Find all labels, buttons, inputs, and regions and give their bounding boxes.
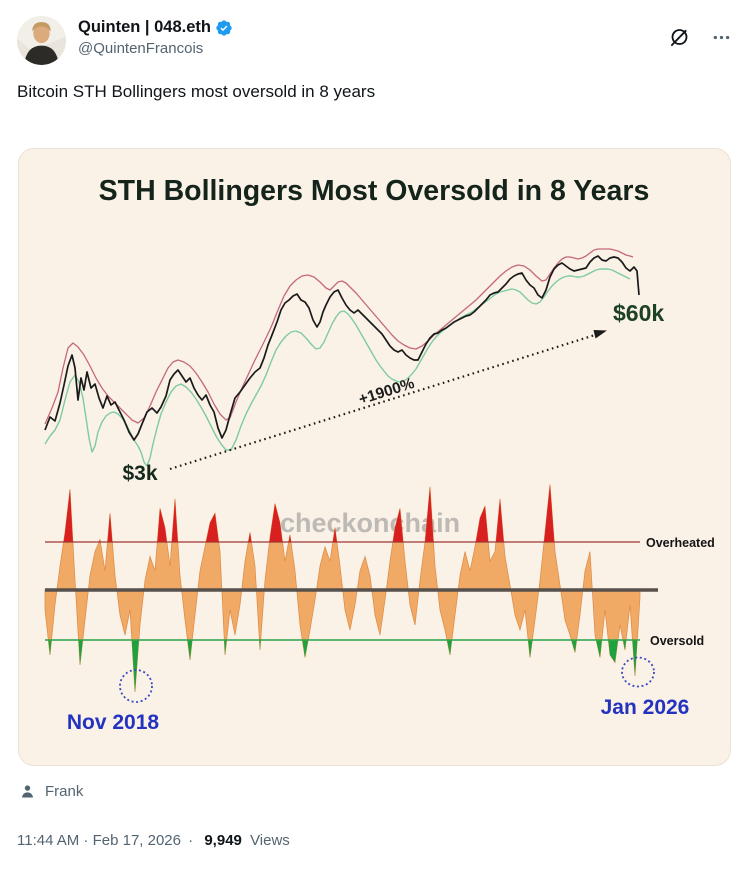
verified-badge-icon bbox=[216, 19, 232, 36]
tweet-text: Bitcoin STH Bollingers most oversold in … bbox=[17, 82, 376, 101]
oscillator-area-overheated bbox=[63, 484, 555, 542]
views-count: 9,949 bbox=[204, 832, 242, 849]
grok-icon[interactable] bbox=[668, 26, 691, 49]
end-price-label: $60k bbox=[613, 300, 664, 326]
meta-separator: · bbox=[188, 832, 194, 849]
start-price-label: $3k bbox=[122, 462, 157, 485]
gain-percent-label: +1900% bbox=[357, 375, 417, 409]
tagged-user-name: Frank bbox=[45, 783, 84, 800]
timestamp-link[interactable]: 11:44 AM · Feb 17, 2026 bbox=[17, 832, 181, 849]
chart-svg: STH Bollingers Most Oversold in 8 Years … bbox=[44, 175, 715, 734]
author-handle[interactable]: @QuintenFrancois bbox=[78, 40, 204, 57]
jan-2026-circle-marker bbox=[621, 656, 655, 688]
author-name[interactable]: Quinten | 048.eth bbox=[78, 18, 211, 36]
chart-image[interactable]: STH Bollingers Most Oversold in 8 Years … bbox=[18, 148, 731, 766]
price-lower-band-line bbox=[44, 268, 631, 467]
chart-title: STH Bollingers Most Oversold in 8 Years bbox=[99, 175, 650, 207]
views-label: Views bbox=[250, 832, 290, 849]
avatar[interactable] bbox=[17, 16, 66, 65]
price-upper-band-line bbox=[44, 248, 634, 425]
more-options-icon[interactable] bbox=[711, 27, 732, 48]
oversold-label: Oversold bbox=[650, 634, 704, 648]
tagged-user-row[interactable]: Frank bbox=[19, 783, 83, 800]
post-meta-row: 11:44 AM · Feb 17, 2026 · 9,949 Views bbox=[17, 832, 290, 849]
person-icon bbox=[21, 785, 34, 798]
overheated-label: Overheated bbox=[646, 536, 715, 550]
price-line bbox=[44, 255, 640, 441]
avatar-photo bbox=[17, 16, 66, 65]
gain-arrow-line bbox=[169, 333, 596, 471]
gain-arrowhead-icon bbox=[593, 330, 607, 339]
author-block: Quinten | 048.eth @QuintenFrancois bbox=[78, 16, 668, 57]
jan-2026-label: Jan 2026 bbox=[601, 696, 690, 719]
post-header: Quinten | 048.eth @QuintenFrancois bbox=[0, 0, 750, 65]
oscillator-area bbox=[44, 484, 641, 693]
nov-2018-label: Nov 2018 bbox=[67, 711, 160, 734]
header-actions bbox=[668, 16, 732, 49]
nov-2018-circle-marker bbox=[119, 669, 153, 703]
